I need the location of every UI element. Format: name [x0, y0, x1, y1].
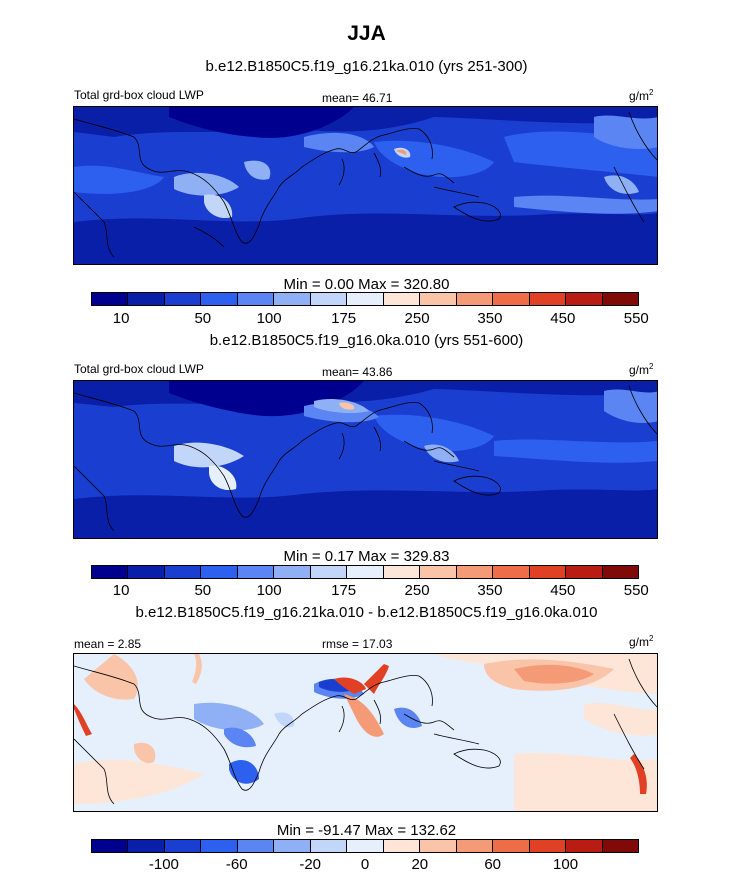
figure-title: JJA [347, 22, 386, 45]
panel-2-map [73, 380, 658, 539]
panel-3-mean-label: mean = 2.85 [74, 637, 142, 651]
panel-2-minmax: Min = 0.17 Max = 329.83 [283, 548, 450, 565]
colorbar-tick-label: 350 [477, 582, 503, 599]
panel-3-minmax: Min = -91.47 Max = 132.62 [276, 822, 457, 839]
panel-3-unit-label: g/m2 [629, 634, 654, 649]
colorbar-tick-label: -60 [225, 856, 248, 873]
panel-1-map [73, 106, 658, 265]
panel-1-variable-label: Total grd-box cloud LWP [74, 88, 204, 102]
panel-1-mean-label: mean= 46.71 [322, 91, 393, 105]
panel-1-minmax: Min = 0.00 Max = 320.80 [283, 276, 450, 293]
colorbar-tick-label: 10 [112, 582, 130, 599]
panel-1-title: b.e12.B1850C5.f19_g16.21ka.010 (yrs 251-… [205, 58, 528, 75]
colorbar-tick-label: 50 [194, 310, 212, 327]
colorbar-tick-label: 20 [411, 856, 429, 873]
colorbar-tick-label: 550 [623, 582, 649, 599]
panel-2-variable-label: Total grd-box cloud LWP [74, 362, 204, 376]
colorbar-tick-label: 0 [360, 856, 370, 873]
colorbar-tick-label: 100 [256, 310, 282, 327]
panel-3-rmse-label: rmse = 17.03 [322, 637, 393, 651]
colorbar-tick-label: 450 [550, 310, 576, 327]
colorbar-tick-label: -20 [299, 856, 322, 873]
colorbar-tick-label: 175 [331, 310, 357, 327]
colorbar-tick-label: 10 [112, 310, 130, 327]
colorbar-tick-label: 350 [477, 310, 503, 327]
panel-3-colorbar-labels: -100 -60 -20 0 20 60 100 [91, 856, 639, 874]
colorbar-tick-label: 100 [553, 856, 579, 873]
panel-3-title: b.e12.B1850C5.f19_g16.21ka.010 - b.e12.B… [135, 604, 598, 621]
colorbar-tick-label: 250 [404, 310, 430, 327]
panel-1-colorbar-labels: 10 50 100 175 250 350 450 550 [91, 310, 649, 328]
panel-3-map [73, 653, 658, 812]
panel-2-colorbar [91, 565, 639, 579]
panel-1-colorbar [91, 292, 639, 306]
colorbar-tick-label: 100 [256, 582, 282, 599]
panel-1-unit-label: g/m2 [629, 88, 654, 103]
panel-2-title: b.e12.B1850C5.f19_g16.0ka.010 (yrs 551-6… [209, 332, 524, 349]
colorbar-tick-label: 450 [550, 582, 576, 599]
colorbar-tick-label: 60 [484, 856, 502, 873]
panel-2-mean-label: mean= 43.86 [322, 365, 393, 379]
panel-3-colorbar [91, 839, 639, 853]
colorbar-tick-label: -100 [148, 856, 179, 873]
colorbar-tick-label: 550 [623, 310, 649, 327]
panel-2-colorbar-labels: 10 50 100 175 250 350 450 550 [91, 582, 649, 600]
colorbar-tick-label: 50 [194, 582, 212, 599]
colorbar-tick-label: 250 [404, 582, 430, 599]
colorbar-tick-label: 175 [331, 582, 357, 599]
panel-2-unit-label: g/m2 [629, 362, 654, 377]
